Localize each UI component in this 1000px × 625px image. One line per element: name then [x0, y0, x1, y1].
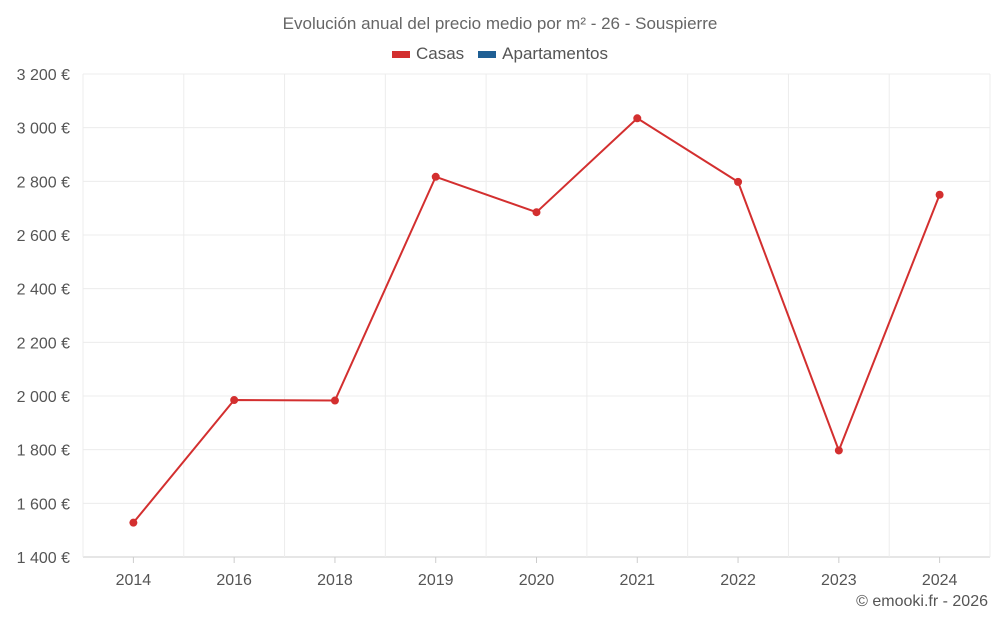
y-tick-label: 2 600 € — [17, 228, 70, 245]
legend-label-apartamentos: Apartamentos — [502, 44, 609, 63]
x-tick-label: 2023 — [821, 572, 857, 589]
data-point-casas — [532, 208, 541, 217]
legend-swatch-casas — [391, 50, 410, 58]
legend-label-casas: Casas — [415, 44, 465, 63]
y-tick-label: 2 200 € — [17, 335, 70, 352]
x-tick-label: 2016 — [216, 572, 252, 589]
credit-text: © emooki.fr - 2026 — [856, 593, 988, 610]
x-tick-label: 2024 — [922, 572, 958, 589]
x-tick-label: 2014 — [116, 572, 152, 589]
legend-swatch-apartamentos — [478, 50, 497, 58]
y-tick-label: 3 000 € — [17, 121, 70, 138]
x-tick-label: 2021 — [619, 572, 655, 589]
data-point-casas — [129, 518, 138, 527]
legend-item-apartamentos[interactable]: Apartamentos — [478, 44, 608, 64]
data-point-casas — [330, 396, 339, 405]
legend-item-casas[interactable]: Casas — [391, 44, 465, 64]
x-tick-label: 2018 — [317, 572, 353, 589]
y-tick-label: 2 800 € — [17, 174, 70, 191]
y-tick-label: 2 400 € — [17, 282, 70, 299]
chart-title: Evolución anual del precio medio por m² … — [282, 14, 718, 33]
y-tick-label: 1 400 € — [17, 550, 70, 567]
x-tick-label: 2019 — [418, 572, 454, 589]
legend: Casas Apartamentos — [0, 44, 1000, 64]
y-tick-label: 2 000 € — [17, 389, 70, 406]
x-tick-label: 2022 — [720, 572, 756, 589]
data-point-casas — [834, 446, 843, 455]
y-tick-label: 3 200 € — [17, 67, 70, 84]
data-point-casas — [431, 172, 440, 181]
data-point-casas — [935, 190, 944, 199]
x-tick-label: 2020 — [519, 572, 555, 589]
series-line-casas — [132, 117, 941, 524]
data-point-casas — [230, 396, 239, 405]
y-tick-label: 1 800 € — [17, 443, 70, 460]
y-tick-label: 1 600 € — [17, 496, 70, 513]
data-point-casas — [633, 114, 642, 123]
data-point-casas — [734, 177, 743, 186]
